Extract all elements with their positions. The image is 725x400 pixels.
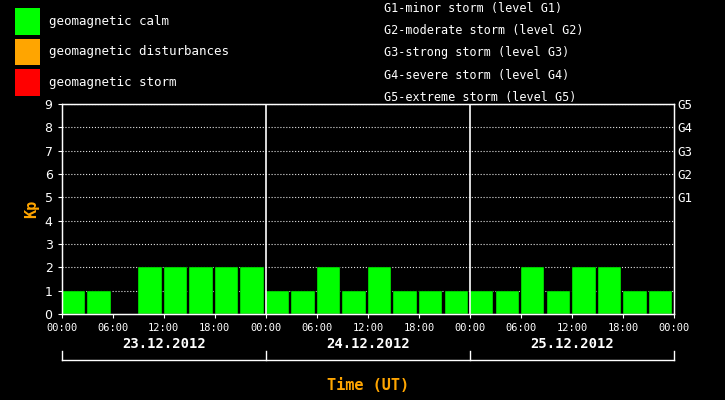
Bar [470,291,494,314]
Bar [649,291,672,314]
Bar [240,267,264,314]
Bar [394,291,417,314]
Bar [572,267,595,314]
Bar [419,291,442,314]
Text: G4-severe storm (level G4): G4-severe storm (level G4) [384,68,570,82]
Bar [291,291,315,314]
Bar [624,291,647,314]
Text: G2-moderate storm (level G2): G2-moderate storm (level G2) [384,24,584,37]
Bar [266,291,289,314]
Bar [14,69,40,96]
Bar [14,8,40,35]
Text: Time (UT): Time (UT) [327,378,409,394]
Bar [215,267,239,314]
Bar [87,291,110,314]
Bar [164,267,187,314]
Text: 23.12.2012: 23.12.2012 [122,337,206,351]
Bar [547,291,570,314]
Bar [368,267,392,314]
Bar [62,291,85,314]
Text: 24.12.2012: 24.12.2012 [326,337,410,351]
Text: 25.12.2012: 25.12.2012 [530,337,614,351]
Bar [597,267,621,314]
Text: G5-extreme storm (level G5): G5-extreme storm (level G5) [384,91,576,104]
Text: geomagnetic disturbances: geomagnetic disturbances [49,46,228,58]
Bar [342,291,366,314]
Bar [496,291,519,314]
Text: geomagnetic storm: geomagnetic storm [49,76,176,89]
Text: G3-strong storm (level G3): G3-strong storm (level G3) [384,46,570,60]
Y-axis label: Kp: Kp [24,200,39,218]
Bar [14,38,40,66]
Text: geomagnetic calm: geomagnetic calm [49,15,169,28]
Bar [138,267,162,314]
Bar [189,267,212,314]
Bar [521,267,544,314]
Bar [317,267,340,314]
Text: G1-minor storm (level G1): G1-minor storm (level G1) [384,2,563,15]
Bar [444,291,468,314]
